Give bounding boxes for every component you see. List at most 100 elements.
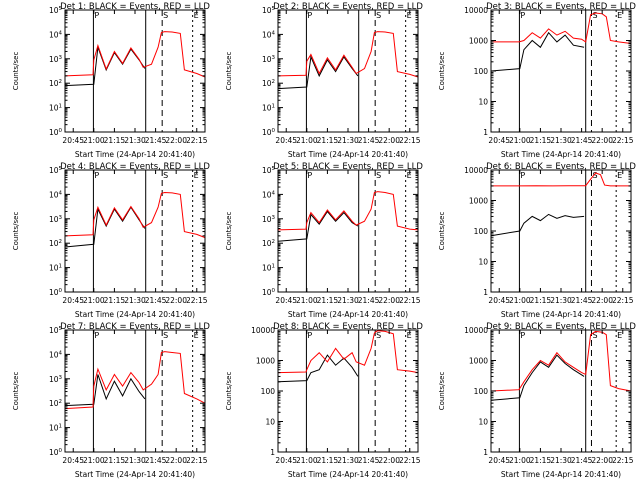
panel-title: Det 6: BLACK = Events, RED = LLD (486, 162, 636, 172)
x-tick-label: 21:45 (145, 456, 167, 465)
y-tick-label: 103 (262, 55, 276, 64)
marker-label-P: P (520, 171, 525, 180)
y-tick-label: 100 (49, 128, 63, 137)
x-tick-label: 22:15 (399, 296, 421, 305)
y-tick-label: 103 (49, 55, 63, 64)
panel-title: Det 7: BLACK = Events, RED = LLD (60, 322, 210, 332)
y-tick-label: 105 (262, 6, 276, 15)
y-axis-label: Counts/sec (225, 52, 233, 91)
panel-title: Det 9: BLACK = Events, RED = LLD (486, 322, 636, 332)
panel-det-3: Det 3: BLACK = Events, RED = LLD Counts/s… (438, 2, 636, 159)
y-tick-label: 103 (262, 215, 276, 224)
panel-det-5: Det 5: BLACK = Events, RED = LLD Counts/s… (225, 162, 423, 319)
x-tick-label: 21:00 (296, 456, 318, 465)
x-tick-label: 21:45 (571, 136, 593, 145)
y-tick-label: 100 (261, 387, 276, 396)
x-axis-label: Start Time (24-Apr-14 20:41:40) (288, 470, 408, 479)
x-tick-label: 21:45 (358, 296, 380, 305)
y-tick-label: 10 (265, 418, 275, 427)
marker-label-P: P (520, 331, 525, 340)
x-tick-label: 21:00 (509, 296, 531, 305)
plot-frame (277, 329, 419, 453)
marker-label-E: E (194, 11, 199, 20)
y-tick-label: 104 (262, 30, 276, 39)
marker-label-E: E (617, 331, 622, 340)
y-tick-label: 10 (478, 418, 488, 427)
y-axis-label: Counts/sec (12, 52, 20, 91)
x-tick-label: 22:15 (399, 136, 421, 145)
x-tick-label: 21:45 (571, 456, 593, 465)
x-tick-label: 21:15 (104, 456, 126, 465)
x-tick-label: 21:30 (337, 296, 359, 305)
y-tick-label: 101 (262, 264, 275, 273)
y-axis-label: Counts/sec (225, 372, 233, 411)
y-tick-label: 100 (262, 288, 276, 297)
x-axis-label: Start Time (24-Apr-14 20:41:40) (288, 150, 408, 159)
series-line-lld (64, 191, 206, 239)
y-tick-label: 100 (474, 67, 489, 76)
panel-title: Det 8: BLACK = Events, RED = LLD (273, 322, 423, 332)
x-tick-label: 21:45 (145, 296, 167, 305)
series-line-lld (277, 191, 419, 231)
plot-frame (64, 9, 206, 133)
x-tick-label: 20:45 (275, 456, 297, 465)
y-tick-label: 10000 (251, 326, 275, 335)
x-tick-label: 21:45 (358, 456, 380, 465)
panel-det-8: Det 8: BLACK = Events, RED = LLD Counts/s… (225, 322, 423, 479)
x-tick-label: 22:00 (378, 456, 400, 465)
series-line-lld (277, 31, 419, 78)
y-tick-label: 103 (49, 215, 63, 224)
x-tick-label: 21:15 (530, 136, 552, 145)
x-tick-label: 22:15 (612, 296, 634, 305)
panel-det-1: Det 1: BLACK = Events, RED = LLD Counts/s… (12, 2, 210, 159)
panel-title: Det 5: BLACK = Events, RED = LLD (273, 162, 423, 172)
marker-label-S: S (592, 331, 597, 340)
marker-label-S: S (163, 171, 168, 180)
x-tick-label: 21:00 (296, 296, 318, 305)
y-axis-label: Counts/sec (225, 212, 233, 251)
panel-title: Det 2: BLACK = Events, RED = LLD (273, 2, 423, 12)
x-tick-label: 21:15 (317, 456, 339, 465)
plot-frame (490, 9, 632, 133)
y-tick-label: 10000 (464, 326, 488, 335)
marker-label-S: S (376, 11, 381, 20)
y-tick-label: 101 (49, 264, 62, 273)
x-axis-label: Start Time (24-Apr-14 20:41:40) (501, 150, 621, 159)
panel-title: Det 3: BLACK = Events, RED = LLD (486, 2, 636, 12)
y-tick-label: 105 (49, 166, 63, 175)
y-axis-label: Counts/sec (438, 52, 446, 91)
x-tick-label: 20:45 (62, 136, 84, 145)
marker-label-S: S (376, 171, 381, 180)
y-tick-label: 104 (262, 190, 276, 199)
x-tick-label: 20:45 (275, 136, 297, 145)
x-tick-label: 20:45 (62, 296, 84, 305)
marker-label-S: S (376, 331, 381, 340)
y-tick-label: 1 (483, 128, 488, 137)
y-tick-label: 1000 (469, 357, 488, 366)
y-tick-label: 10000 (464, 166, 488, 175)
y-tick-label: 105 (262, 166, 276, 175)
x-tick-label: 21:30 (337, 136, 359, 145)
series-line-lld (490, 330, 632, 392)
y-tick-label: 102 (49, 79, 62, 88)
x-tick-label: 21:15 (530, 296, 552, 305)
y-axis-label: Counts/sec (438, 212, 446, 251)
x-tick-label: 21:00 (83, 296, 105, 305)
marker-label-E: E (407, 331, 412, 340)
y-tick-label: 101 (262, 104, 275, 113)
marker-label-E: E (407, 171, 412, 180)
y-tick-label: 1000 (469, 37, 488, 46)
plot-frame (277, 169, 419, 293)
series-line-lld (64, 31, 206, 78)
x-tick-label: 21:15 (104, 296, 126, 305)
y-tick-label: 102 (262, 239, 275, 248)
panel-title: Det 4: BLACK = Events, RED = LLD (60, 162, 210, 172)
x-tick-label: 22:00 (591, 136, 613, 145)
y-tick-label: 104 (49, 30, 63, 39)
y-axis-label: Counts/sec (438, 372, 446, 411)
x-tick-label: 22:15 (399, 456, 421, 465)
x-tick-label: 21:30 (124, 136, 146, 145)
x-tick-label: 21:15 (317, 296, 339, 305)
x-tick-label: 21:30 (550, 296, 572, 305)
panel-det-9: Det 9: BLACK = Events, RED = LLD Counts/s… (438, 322, 636, 479)
